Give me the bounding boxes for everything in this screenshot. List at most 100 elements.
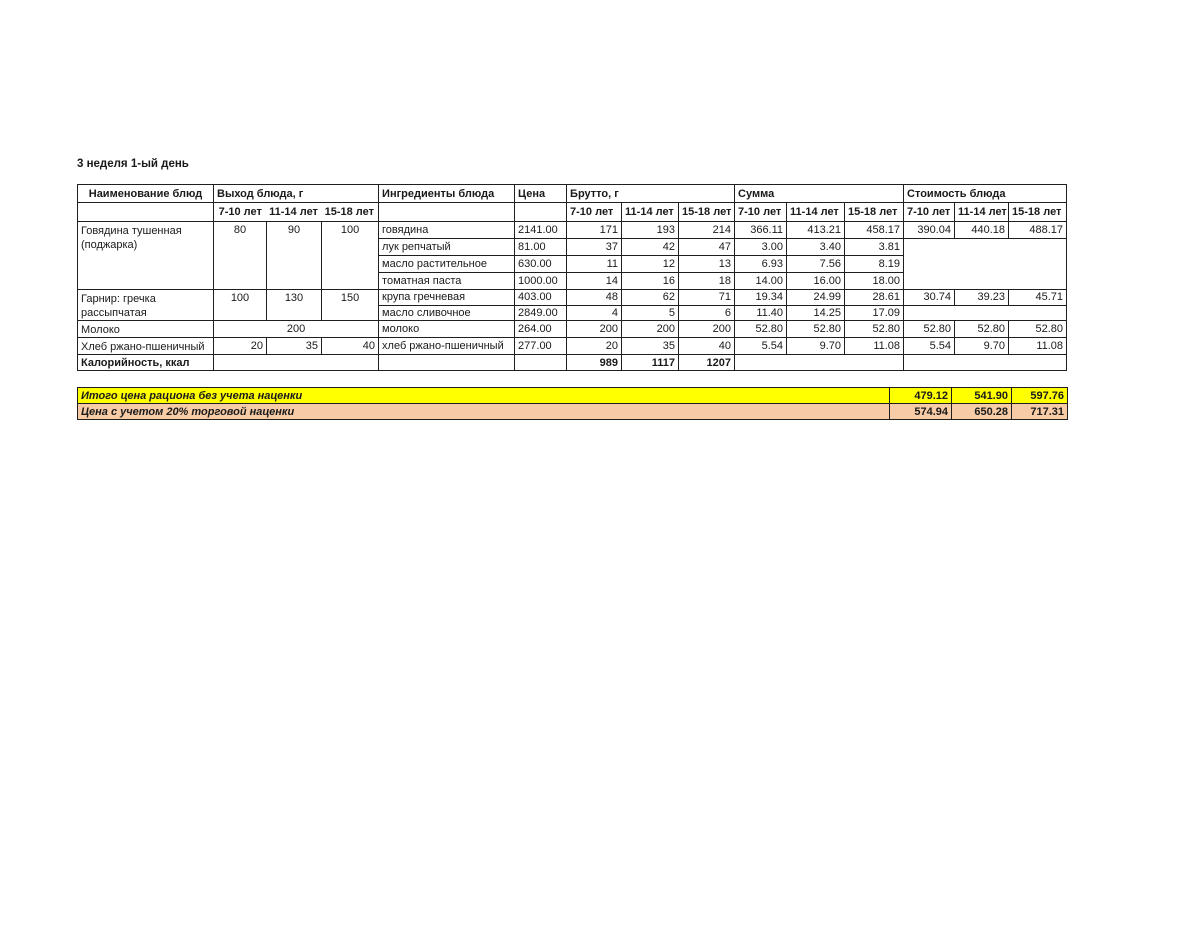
gross-cell: 18 — [678, 272, 736, 290]
output-cell: 130 — [266, 289, 322, 321]
gross-cell: 20 — [566, 337, 623, 355]
calories-value: 1117 — [621, 354, 680, 371]
table-row: масло сливочное 2849.00 4 5 6 11.40 14.2… — [78, 304, 1068, 321]
output-cell: 40 — [320, 337, 380, 355]
age-label: 7-10 лет — [903, 202, 956, 222]
gross-cell: 42 — [621, 238, 680, 256]
cost-cell: 45.71 — [1008, 289, 1068, 306]
table-row: томатная паста 1000.00 14 16 18 14.00 16… — [78, 272, 1067, 290]
sum-cell: 7.56 — [786, 255, 846, 273]
summary-row-total: Итого цена рациона без учета наценки 479… — [77, 387, 1068, 404]
sum-cell: 413.21 — [786, 221, 846, 239]
ingredient-name-cell: масло сливочное — [378, 304, 516, 321]
sum-cell: 458.17 — [844, 221, 905, 239]
calories-value: 989 — [566, 354, 623, 371]
table-row: Говядина тушенная (поджарка) 80 90 100 г… — [77, 221, 1068, 290]
summary-markup-value: 650.28 — [951, 403, 1012, 420]
gross-cell: 47 — [678, 238, 736, 256]
cost-cell: 5.54 — [903, 337, 956, 355]
price-cell: 1000.00 — [514, 272, 568, 290]
header-output-ages: 7-10 лет 11-14 лет 15-18 лет — [212, 202, 380, 222]
output-cell: 150 — [320, 289, 380, 321]
sum-cell: 11.08 — [844, 337, 905, 355]
dish-name-cell: Молоко — [77, 320, 214, 338]
cost-cell: 30.74 — [903, 289, 956, 306]
table-row: Гарнир: гречка рассыпчатая 100 130 150 к… — [77, 289, 1068, 321]
gross-cell: 16 — [621, 272, 680, 290]
gross-cell: 214 — [678, 221, 736, 239]
output-cell: 90 — [266, 221, 322, 290]
gross-cell: 12 — [621, 255, 680, 273]
header-empty — [378, 202, 516, 222]
summary-total-value: 541.90 — [951, 387, 1012, 404]
header-price: Цена — [514, 184, 568, 203]
cost-merged-empty-cell — [903, 238, 1068, 290]
dish-name-cell: Говядина тушенная (поджарка) — [77, 221, 214, 290]
sum-cell: 3.00 — [734, 238, 788, 256]
summary-table: Итого цена рациона без учета наценки 479… — [77, 387, 1068, 420]
ingredient-name-cell: масло растительное — [378, 255, 516, 273]
ingredient-name-cell: крупа гречневая — [378, 289, 516, 306]
header-empty — [514, 202, 568, 222]
output-merged-cell: 200 — [212, 320, 380, 338]
table-row: лук репчатый 81.00 37 42 47 3.00 3.40 3.… — [78, 238, 1068, 290]
ingredient-name-cell: говядина — [378, 221, 516, 239]
header-gross: Брутто, г — [566, 184, 736, 203]
sum-cell: 366.11 — [734, 221, 788, 239]
page-title: 3 неделя 1-ый день — [77, 158, 189, 170]
age-label: 11-14 лет — [954, 202, 1010, 222]
ingredient-name-cell: молоко — [378, 320, 516, 338]
gross-cell: 5 — [621, 304, 680, 321]
cost-cell: 11.08 — [1008, 337, 1068, 355]
sum-cell: 52.80 — [844, 320, 905, 338]
sum-cell: 6.93 — [734, 255, 788, 273]
sum-cell: 5.54 — [734, 337, 788, 355]
output-cell: 100 — [213, 289, 267, 321]
header-sum: Сумма — [734, 184, 905, 203]
age-label: 11-14 лет — [786, 202, 846, 222]
cost-cell: 52.80 — [954, 320, 1010, 338]
gross-cell: 200 — [678, 320, 736, 338]
price-cell: 81.00 — [514, 238, 568, 256]
gross-cell: 14 — [566, 272, 623, 290]
cost-cell: 39.23 — [954, 289, 1010, 306]
age-label: 7-10 лет — [734, 202, 788, 222]
gross-cell: 4 — [566, 304, 623, 321]
empty-cell — [212, 354, 380, 371]
table-row: масло растительное 630.00 11 12 13 6.93 … — [78, 255, 1067, 273]
output-cell: 20 — [213, 337, 267, 355]
gross-cell: 171 — [566, 221, 623, 239]
gross-cell: 13 — [678, 255, 736, 273]
cost-cell: 390.04 — [903, 221, 956, 239]
price-cell: 277.00 — [514, 337, 568, 355]
output-cell: 35 — [266, 337, 322, 355]
gross-cell: 35 — [621, 337, 680, 355]
spreadsheet-page: 3 неделя 1-ый день Наименование блюд Вых… — [77, 158, 1077, 420]
summary-markup-value: 717.31 — [1011, 403, 1068, 420]
gross-cell: 48 — [566, 289, 623, 306]
age-label: 15-18 лет — [844, 202, 905, 222]
header-row-groups: Наименование блюд Выход блюда, г Ингреди… — [77, 184, 1068, 203]
meal-cost-table: Наименование блюд Выход блюда, г Ингреди… — [77, 184, 1068, 371]
gross-cell: 6 — [678, 304, 736, 321]
summary-total-label: Итого цена рациона без учета наценки — [77, 387, 890, 404]
ingredient-name-cell: хлеб ржано-пшеничный — [378, 337, 516, 355]
summary-row-markup: Цена с учетом 20% торговой наценки 574.9… — [77, 403, 1068, 420]
output-cell: 100 — [320, 221, 380, 290]
sum-cell: 28.61 — [844, 289, 905, 306]
calories-label: Калорийность, ккал — [77, 354, 214, 371]
cost-cell: 488.17 — [1008, 221, 1068, 239]
age-label: 11-14 лет — [621, 202, 680, 222]
sum-cell: 17.09 — [844, 304, 905, 321]
gross-cell: 71 — [678, 289, 736, 306]
sum-cell: 3.81 — [844, 238, 905, 256]
empty-cell — [903, 354, 1068, 371]
sum-cell: 19.34 — [734, 289, 788, 306]
cost-cell: 52.80 — [1008, 320, 1068, 338]
dish-name-cell: Хлеб ржано-пшеничный — [77, 337, 214, 355]
gross-cell: 200 — [566, 320, 623, 338]
price-cell: 2141.00 — [514, 221, 568, 239]
cost-merged-empty-cell — [903, 304, 1068, 321]
sum-cell: 14.25 — [786, 304, 846, 321]
calories-value: 1207 — [678, 354, 736, 371]
